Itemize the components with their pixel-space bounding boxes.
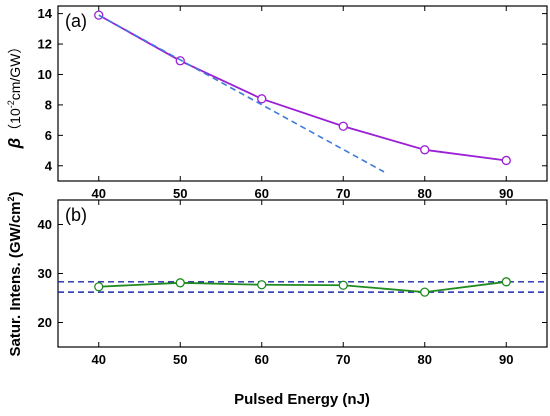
panel-a-label: (a)	[65, 11, 87, 31]
panel-b-data-point	[501, 277, 511, 287]
panel-a-xtick-label: 80	[418, 186, 432, 201]
panel-b-xtick-label: 70	[336, 352, 350, 367]
panel-a-series-line	[98, 14, 507, 162]
panel-b-data-point	[257, 280, 267, 290]
panel-a-xtick-label: 60	[255, 186, 269, 201]
panel-b-ylabel-main: Satur. Intens. (GW/cm	[7, 201, 24, 356]
panel-a-ylabel-symbol: β	[5, 138, 24, 150]
panel-a-data-point	[338, 121, 348, 131]
panel-b-ticks: 40 50 60 70 80 90 20 30 40	[38, 200, 547, 367]
panel-b-data-point	[338, 280, 348, 290]
panel-a-xtick-label: 90	[499, 186, 513, 201]
panel-b-ytick-label: 30	[38, 266, 52, 281]
panel-a-ytick-label: 8	[45, 97, 52, 112]
panel-b-data-point	[420, 287, 430, 297]
panel-a-xtick-label: 70	[336, 186, 350, 201]
panel-a-ytick-label: 12	[38, 37, 52, 52]
panel-a-xtick-label: 50	[173, 186, 187, 201]
panel-b-frame	[57, 199, 548, 348]
panel-b-data-point	[94, 282, 104, 292]
panel-b-xtick-label: 80	[418, 352, 432, 367]
panel-a-ylabel: β（10-2cm/GW）	[5, 40, 24, 150]
panel-b-data-point	[175, 278, 185, 288]
panel-b-label: (b)	[65, 205, 87, 225]
panel-b: (b) 40 50 60 70 80 90 20 30 40 Satur. Intens. (G…	[6, 191, 548, 408]
panel-a-frame	[57, 5, 548, 182]
panel-a-ylabel-exp: -2	[6, 100, 16, 108]
panel-a-xtick-label: 40	[92, 186, 106, 201]
panel-b-xtick-label: 90	[499, 352, 513, 367]
panel-b-series-line	[98, 280, 507, 294]
panel-b-ytick-label: 40	[38, 217, 52, 232]
panel-a-data-point	[257, 94, 267, 104]
panel-a-ytick-label: 10	[38, 67, 52, 82]
panel-b-xtick-label: 40	[92, 352, 106, 367]
panel-b-ylabel-sup: 2	[6, 196, 16, 201]
panel-a-ylabel-units-tail: cm/GW）	[7, 40, 23, 101]
panel-a-ytick-label: 4	[45, 158, 53, 173]
panel-b-ylabel-tail: )	[7, 191, 24, 196]
panel-a: (a) 40 50 60 70 80 90 4 6 8 10 12 14 β（10-2cm/GW）	[5, 5, 548, 201]
panel-b-ylabel: Satur. Intens. (GW/cm2)	[6, 191, 24, 356]
panel-a-data	[94, 10, 511, 173]
panel-a-data-point	[420, 145, 430, 155]
panel-b-xtick-label: 60	[255, 352, 269, 367]
panel-a-ytick-label: 6	[45, 128, 52, 143]
panel-b-xtick-label: 50	[173, 352, 187, 367]
panel-b-xlabel: Pulsed Energy (nJ)	[234, 391, 370, 408]
panel-a-ylabel-units: （10	[7, 108, 23, 138]
panel-a-ticks: 40 50 60 70 80 90 4 6 8 10 12 14	[38, 6, 547, 201]
panel-b-ytick-label: 20	[38, 315, 52, 330]
panel-a-fit-line	[98, 14, 385, 173]
panel-a-data-point	[501, 155, 511, 166]
panel-a-ytick-label: 14	[38, 6, 53, 21]
panel-b-data	[58, 277, 547, 297]
